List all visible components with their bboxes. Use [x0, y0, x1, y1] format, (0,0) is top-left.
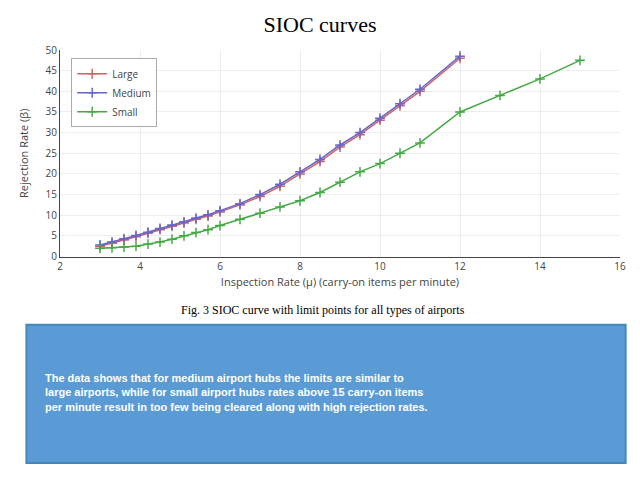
svg-text:25: 25	[46, 146, 58, 160]
svg-text:30: 30	[46, 125, 58, 139]
svg-text:14: 14	[534, 259, 546, 273]
svg-text:20: 20	[46, 166, 58, 180]
svg-text:Small: Small	[112, 105, 137, 119]
svg-text:8: 8	[297, 259, 303, 273]
svg-text:45: 45	[46, 63, 58, 77]
svg-text:Large: Large	[112, 67, 138, 81]
svg-text:The data shows that for medium: The data shows that for medium airport h…	[45, 372, 428, 413]
svg-text:4: 4	[137, 259, 143, 273]
svg-text:10: 10	[46, 208, 58, 222]
svg-text:0: 0	[51, 249, 57, 263]
svg-text:40: 40	[46, 84, 58, 98]
svg-text:35: 35	[46, 104, 58, 118]
svg-text:SIOC curves: SIOC curves	[263, 12, 376, 37]
svg-text:2: 2	[57, 259, 63, 273]
svg-text:Rejection Rate (β): Rejection Rate (β)	[16, 109, 31, 198]
svg-text:Medium: Medium	[112, 86, 151, 100]
svg-text:Fig. 3 SIOC curve with limit p: Fig. 3 SIOC curve with limit points for …	[181, 303, 465, 317]
svg-text:6: 6	[217, 259, 223, 273]
svg-text:16: 16	[614, 259, 626, 273]
svg-text:12: 12	[454, 259, 466, 273]
svg-text:5: 5	[51, 228, 57, 242]
svg-text:15: 15	[46, 187, 58, 201]
svg-text:10: 10	[374, 259, 386, 273]
svg-text:Inspection Rate (μ) (carry-on: Inspection Rate (μ) (carry-on items per …	[221, 274, 459, 289]
svg-text:50: 50	[46, 43, 58, 57]
